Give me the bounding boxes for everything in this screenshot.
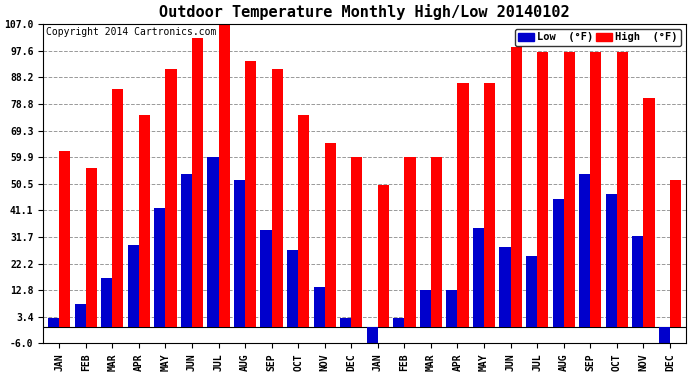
Bar [393, 318, 404, 327]
Bar [404, 157, 415, 327]
Bar [219, 24, 230, 327]
Bar [473, 228, 484, 327]
Bar [643, 98, 655, 327]
Bar [659, 327, 670, 349]
Bar [579, 174, 590, 327]
Bar [606, 194, 617, 327]
Bar [101, 279, 112, 327]
Bar [340, 318, 351, 327]
Text: Copyright 2014 Cartronics.com: Copyright 2014 Cartronics.com [46, 27, 217, 37]
Bar [86, 168, 97, 327]
Bar [313, 287, 325, 327]
Bar [155, 208, 166, 327]
Bar [298, 114, 309, 327]
Bar [500, 248, 511, 327]
Bar [192, 38, 203, 327]
Bar [48, 318, 59, 327]
Bar [366, 327, 378, 344]
Bar [128, 244, 139, 327]
Bar [181, 174, 192, 327]
Bar [431, 157, 442, 327]
Bar [420, 290, 431, 327]
Bar [553, 200, 564, 327]
Bar [325, 143, 336, 327]
Bar [272, 69, 283, 327]
Bar [234, 180, 245, 327]
Bar [457, 84, 469, 327]
Bar [351, 157, 362, 327]
Bar [378, 185, 389, 327]
Bar [112, 89, 124, 327]
Bar [75, 304, 86, 327]
Bar [590, 53, 602, 327]
Bar [166, 69, 177, 327]
Bar [446, 290, 457, 327]
Bar [260, 230, 272, 327]
Bar [511, 47, 522, 327]
Bar [617, 53, 628, 327]
Bar [526, 256, 537, 327]
Bar [670, 180, 681, 327]
Bar [287, 250, 298, 327]
Bar [537, 53, 549, 327]
Bar [564, 53, 575, 327]
Bar [632, 236, 643, 327]
Title: Outdoor Temperature Monthly High/Low 20140102: Outdoor Temperature Monthly High/Low 201… [159, 4, 570, 20]
Bar [59, 151, 70, 327]
Bar [208, 157, 219, 327]
Bar [484, 84, 495, 327]
Bar [245, 61, 256, 327]
Legend: Low  (°F), High  (°F): Low (°F), High (°F) [515, 29, 680, 46]
Bar [139, 114, 150, 327]
